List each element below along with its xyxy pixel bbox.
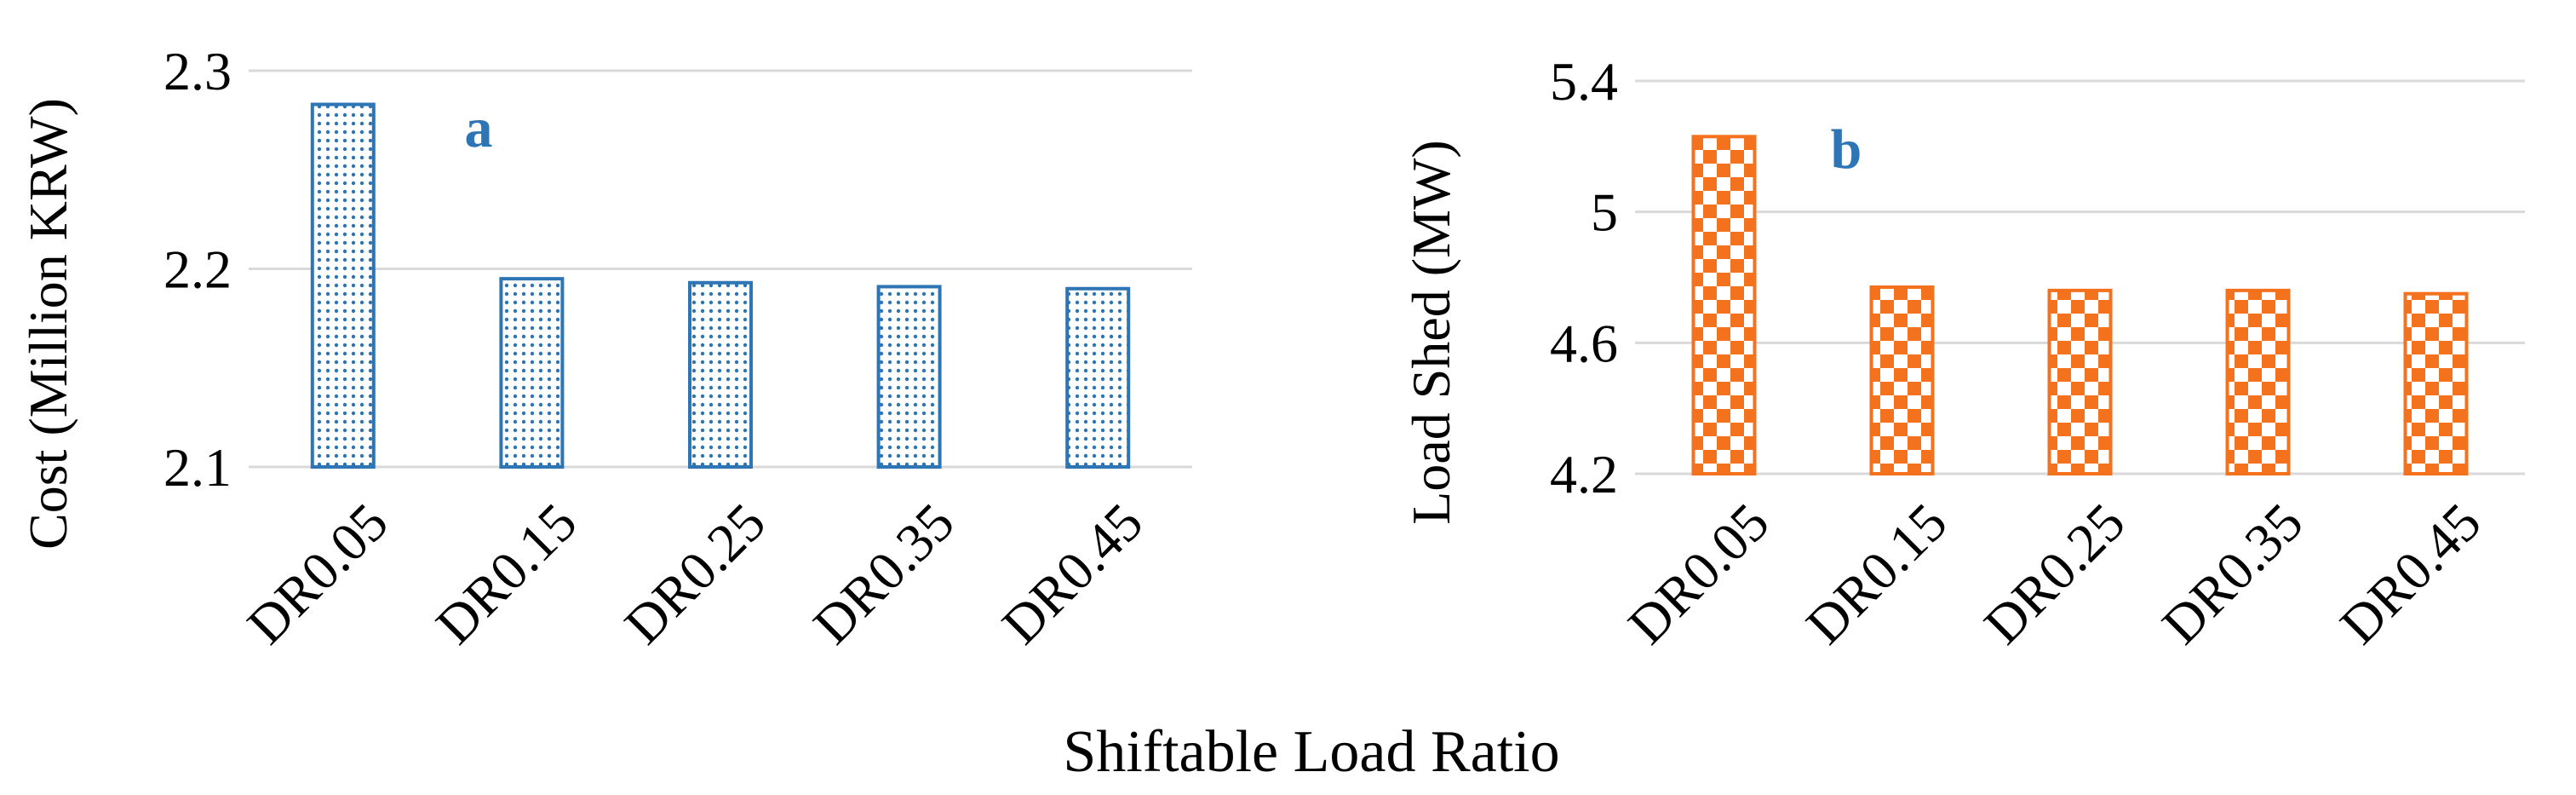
- bar-dr0-25: [2047, 288, 2113, 475]
- y-axis-label-b: Load Shed (MW): [1401, 140, 1461, 524]
- y-axis-label-a: Cost (Million KRW): [18, 98, 78, 550]
- y-tick-label: 2.3: [164, 41, 232, 101]
- chart-panel-a: 2.1 2.2 2.3 DR0.05 DR0.15 DR0.25 DR0.35 DR0.45…: [18, 41, 1192, 655]
- y-tick-label: 2.2: [164, 239, 232, 300]
- y-tick-label: 2.1: [164, 437, 232, 498]
- bar-dr0-45: [2403, 291, 2469, 476]
- bar-dr0-45: [1065, 286, 1131, 469]
- bar-dr0-05: [1691, 135, 1757, 476]
- y-tick-label: 4.2: [1550, 444, 1618, 504]
- x-tick-label: DR0.25: [1972, 492, 2136, 655]
- x-tick-label: DR0.15: [424, 492, 588, 655]
- panel-letter-b: b: [1831, 118, 1862, 181]
- panel-letter-a: a: [465, 97, 493, 159]
- chart-panel-b: 4.2 4.6 5 5.4 DR0.05 DR0.15 DR0.25 DR0.35 DR0.4…: [1401, 51, 2525, 655]
- x-tick-label: DR0.05: [236, 492, 399, 655]
- x-tick-label: DR0.05: [1616, 492, 1780, 655]
- x-tick-label: DR0.25: [613, 492, 777, 655]
- y-tick-label: 5.4: [1550, 51, 1618, 112]
- x-tick-label: DR0.45: [2328, 492, 2492, 655]
- bar-dr0-35: [2225, 288, 2291, 475]
- shared-x-axis-label: Shiftable Load Ratio: [1063, 719, 1559, 785]
- x-tick-label: DR0.35: [801, 492, 965, 655]
- bar-dr0-15: [499, 277, 565, 469]
- bar-dr0-25: [688, 280, 753, 469]
- bar-dr0-15: [1869, 285, 1935, 475]
- bar-dr0-35: [876, 285, 942, 469]
- x-tick-label: DR0.35: [2150, 492, 2314, 655]
- x-tick-label: DR0.45: [990, 492, 1154, 655]
- bar-dr0-05: [310, 102, 376, 470]
- x-tick-label: DR0.15: [1794, 492, 1958, 655]
- y-tick-label: 5: [1591, 182, 1618, 243]
- y-tick-label: 4.6: [1550, 313, 1618, 373]
